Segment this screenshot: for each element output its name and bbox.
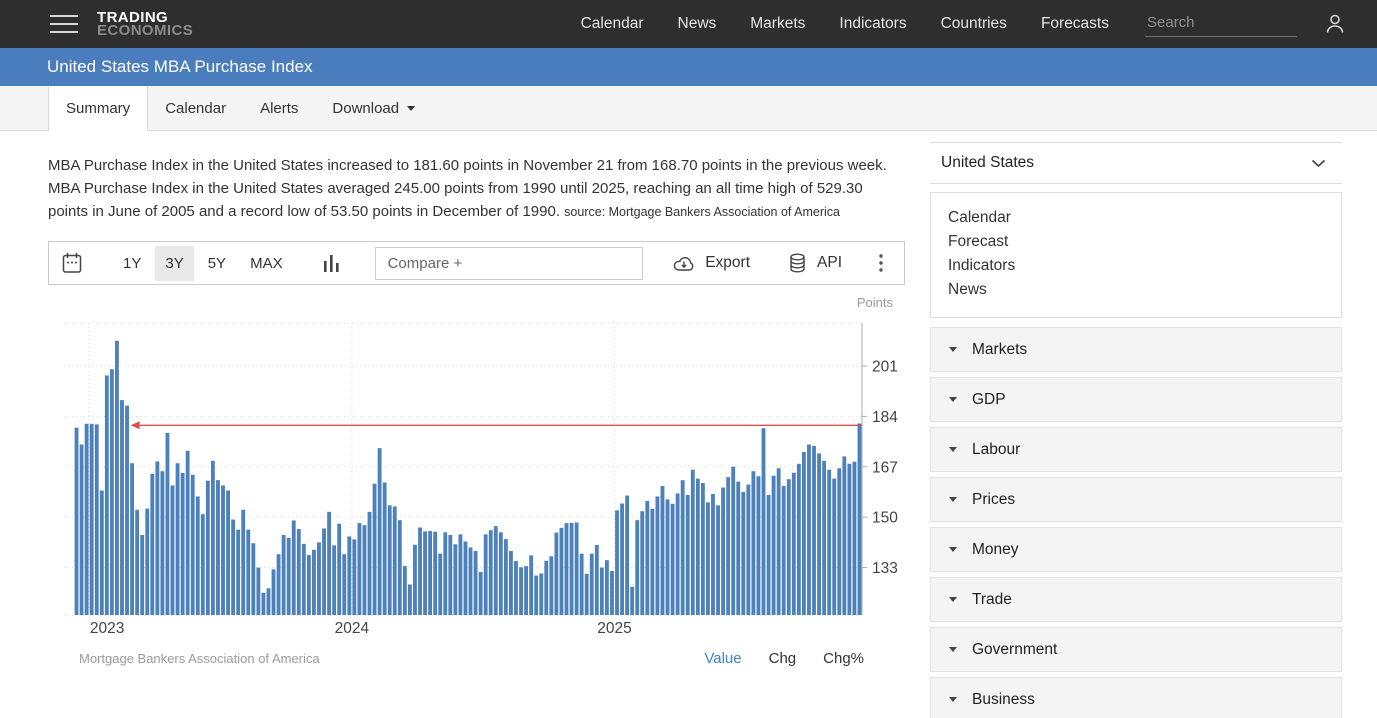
- svg-text:201: 201: [872, 358, 898, 375]
- nav-item[interactable]: Countries: [940, 15, 1007, 32]
- summary-text: MBA Purchase Index in the United States …: [48, 157, 887, 220]
- svg-text:150: 150: [872, 510, 898, 527]
- sidebar-link[interactable]: Indicators: [948, 257, 1016, 274]
- view-switcher: Value Chg Chg%: [704, 650, 905, 667]
- caret-down-icon: [949, 697, 957, 702]
- api-button[interactable]: API: [787, 253, 842, 273]
- sidebar-link[interactable]: Calendar: [948, 209, 1011, 226]
- tab[interactable]: Calendar: [165, 99, 227, 117]
- chart-bars[interactable]: [74, 340, 862, 615]
- nav-item[interactable]: Indicators: [839, 15, 907, 32]
- nav-item[interactable]: News: [677, 15, 717, 32]
- accordion-section[interactable]: Business: [930, 677, 1342, 718]
- chevron-down-icon: [407, 105, 416, 111]
- country-label: United States: [941, 154, 1035, 171]
- accordion-section[interactable]: Markets: [930, 327, 1342, 372]
- search-input[interactable]: [1145, 11, 1297, 37]
- caret-down-icon: [949, 447, 957, 452]
- caret-down-icon: [949, 547, 957, 552]
- title-bar: United States MBA Purchase Index: [0, 48, 1377, 86]
- chart-footer: Mortgage Bankers Association of America …: [48, 650, 905, 667]
- summary-source-note: source: Mortgage Bankers Association of …: [564, 205, 841, 219]
- x-axis-labels: 2023 2024 2025: [90, 620, 632, 637]
- sidebar-link[interactable]: News: [948, 281, 987, 298]
- accordion-section[interactable]: Prices: [930, 477, 1342, 522]
- logo[interactable]: TRADING ECONOMICS: [97, 9, 194, 39]
- svg-text:133: 133: [872, 560, 898, 577]
- tab[interactable]: Download: [315, 86, 432, 130]
- sidebar-link[interactable]: Forecast: [948, 233, 1009, 250]
- nav-item[interactable]: Markets: [750, 15, 806, 32]
- country-selector[interactable]: United States: [930, 142, 1342, 184]
- chart-source: Mortgage Bankers Association of America: [79, 651, 320, 666]
- chart-toolbar: 1Y 3Y 5Y MAX Compare + Export: [48, 241, 905, 285]
- chevron-down-icon: [1311, 159, 1326, 168]
- search: [1145, 11, 1297, 37]
- category-accordions: Markets GDP Labour Prices: [930, 327, 1342, 718]
- toolbar-right: Export API: [672, 253, 904, 273]
- cloud-download-icon: [673, 256, 694, 271]
- summary-paragraph: MBA Purchase Index in the United States …: [48, 154, 906, 224]
- top-nav: TRADING ECONOMICS Calendar News Markets Ind…: [0, 0, 1377, 48]
- database-icon: [790, 253, 805, 273]
- accordion-section[interactable]: Government: [930, 627, 1342, 672]
- chart-type-icon[interactable]: [323, 254, 339, 272]
- latest-value-annotation: [130, 421, 862, 430]
- range-button[interactable]: MAX: [250, 254, 283, 272]
- accordion-section[interactable]: Labour: [930, 427, 1342, 472]
- chart-area: 133 150 167 184 201 2023 2024 2025 Points: [48, 293, 905, 645]
- svg-text:2025: 2025: [597, 620, 631, 637]
- caret-down-icon: [949, 597, 957, 602]
- view-option[interactable]: Value: [704, 650, 742, 667]
- tab[interactable]: Summary: [48, 86, 149, 131]
- logo-line1: TRADING: [97, 9, 169, 26]
- range-button[interactable]: 5Y: [207, 254, 227, 272]
- accordion-section[interactable]: GDP: [930, 377, 1342, 422]
- caret-down-icon: [949, 497, 957, 502]
- caret-down-icon: [949, 647, 957, 652]
- view-option[interactable]: Chg: [768, 650, 797, 667]
- tab-bar: Summary Calendar Alerts Download: [0, 86, 1377, 131]
- user-account-icon[interactable]: [1324, 13, 1346, 35]
- nav-item[interactable]: Forecasts: [1040, 15, 1109, 32]
- mba-purchase-index-chart[interactable]: 133 150 167 184 201 2023 2024 2025 Points: [48, 293, 905, 640]
- nav-item[interactable]: Calendar: [580, 15, 644, 32]
- sidebar: United States Calendar Forecast Indicators…: [930, 131, 1342, 718]
- svg-text:2024: 2024: [335, 620, 370, 637]
- y-axis: 133 150 167 184 201: [861, 323, 898, 615]
- accordion-section[interactable]: Trade: [930, 577, 1342, 622]
- compare-input[interactable]: Compare +: [374, 246, 643, 280]
- country-links: Calendar Forecast Indicators News: [930, 192, 1342, 318]
- range-buttons: 1Y 3Y 5Y MAX: [111, 245, 295, 281]
- svg-text:167: 167: [872, 459, 898, 476]
- more-options-icon[interactable]: [879, 254, 883, 272]
- logo-line2: ECONOMICS: [97, 22, 194, 39]
- range-button[interactable]: 3Y: [155, 245, 194, 281]
- y-axis-unit-label: Points: [857, 295, 894, 310]
- caret-down-icon: [949, 397, 957, 402]
- svg-text:2023: 2023: [90, 620, 124, 637]
- caret-down-icon: [949, 347, 957, 352]
- tab[interactable]: Alerts: [260, 99, 299, 117]
- main-nav: Calendar News Markets Indicators Countries Fo…: [581, 15, 1109, 33]
- accordion-section[interactable]: Money: [930, 527, 1342, 572]
- svg-text:184: 184: [872, 409, 898, 426]
- export-button[interactable]: Export: [672, 254, 750, 272]
- range-button[interactable]: 1Y: [123, 254, 142, 272]
- date-range-calendar-icon[interactable]: [62, 252, 82, 274]
- menu-icon[interactable]: [50, 9, 78, 39]
- page-title: United States MBA Purchase Index: [47, 57, 313, 76]
- view-option[interactable]: Chg%: [823, 650, 864, 667]
